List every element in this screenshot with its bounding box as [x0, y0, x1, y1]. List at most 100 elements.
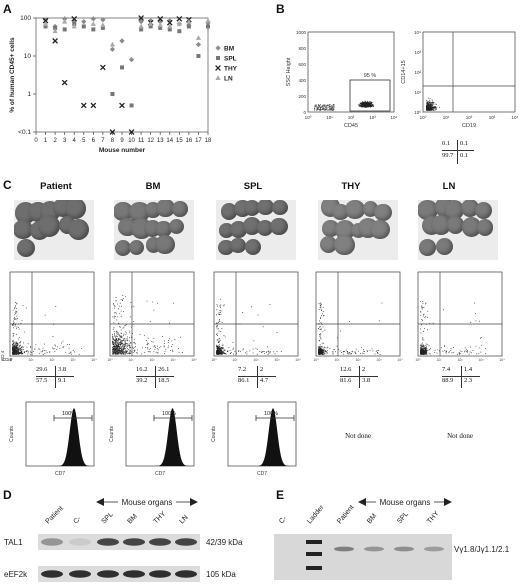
blot-band: [149, 570, 171, 578]
x-tick-label: 10⁴: [295, 358, 301, 362]
dotplot-patient: 10⁰ 10¹ 10² 10³ 10⁴ CD 4CD 8: [0, 271, 97, 362]
cell-nucleus: [374, 203, 392, 221]
point-spl: [129, 103, 134, 108]
q-ul: 12.6: [340, 366, 352, 373]
y-tick-label: 10¹: [414, 90, 421, 95]
panel-d-label: D: [3, 488, 12, 502]
q-ur: 2: [260, 366, 264, 373]
blot-band: [69, 538, 91, 546]
histogram-patient: 100% CD7 Counts: [9, 401, 95, 477]
blot-row-name: TAL1: [4, 538, 23, 547]
x-tick-label: 4: [73, 138, 77, 144]
point-thy: [80, 102, 87, 109]
x-tick-label: 10¹: [436, 358, 442, 362]
band-label: Vγ1.8/Jγ1.1/2.1: [454, 545, 510, 554]
legend-bm: BM: [224, 46, 234, 53]
cell-nucleus: [245, 239, 262, 256]
cell-nucleus: [257, 200, 274, 216]
x-tick-label: 10²: [49, 358, 55, 362]
point-thy: [42, 17, 49, 24]
quadrant-values-spl: 7.2 2 86.1 4.7: [238, 366, 278, 392]
plot-frame: [417, 271, 503, 357]
q-ul: 7.4: [442, 366, 451, 373]
x-axis-label: Mouse number: [99, 147, 146, 154]
x-tick-label: 10²: [457, 358, 463, 362]
x-tick-label: 10³: [376, 358, 382, 362]
x-tick-label: 10³: [170, 358, 176, 362]
x-tick-label: 16: [186, 138, 193, 144]
q-lr: 3.8: [362, 377, 371, 384]
point-thy: [52, 38, 58, 44]
x-tick-label: 18: [205, 138, 212, 144]
panel-b-right-plot: 10⁰ 10¹ 10² 10³ 10⁴ 10⁰ 10¹ 10² 10³ 10⁴ CD19 CD14+1…: [401, 30, 519, 129]
y-tick-label: 600: [298, 62, 306, 67]
q-ur: 3.8: [58, 366, 67, 373]
y-axis-label: Counts: [211, 426, 217, 442]
cell-nucleus: [155, 235, 175, 255]
plot-frame: [307, 31, 395, 113]
plot-frame: [315, 271, 401, 357]
sample-band: [364, 546, 384, 552]
lane-label: Patient: [44, 505, 64, 525]
point-bm: [138, 19, 144, 25]
x-tick-label: 10⁰: [211, 358, 217, 362]
point-bm: [109, 46, 116, 52]
cell-nucleus: [333, 234, 355, 256]
x-tick-label: 10¹: [28, 358, 34, 362]
gate-label: 100%: [62, 411, 76, 417]
point-spl: [206, 24, 210, 29]
plot-frame: [422, 31, 516, 113]
x-tick-label: 8: [111, 138, 115, 144]
dotplot-x-label: CD 8: [2, 357, 13, 362]
blot-band: [41, 538, 63, 546]
x-tick-label: 10⁰: [107, 358, 113, 362]
point-bm: [90, 16, 96, 22]
x-tick-label: 10⁰: [313, 358, 319, 362]
x-tick-label: 10²: [348, 115, 355, 120]
legend-ln: LN: [224, 76, 233, 83]
cell-nucleus: [114, 201, 133, 222]
point-ln: [215, 75, 221, 80]
point-spl: [110, 92, 115, 96]
blot-row-size: 105 kDa: [206, 570, 236, 579]
cell-nucleus: [230, 221, 247, 238]
x-tick-label: 10¹: [128, 358, 134, 362]
point-ln: [100, 22, 106, 28]
group-label: Mouse organs: [122, 498, 173, 507]
blot-row-name: eEF2k: [4, 570, 28, 579]
cytology-image-patient: [14, 200, 94, 260]
cell-nucleus: [319, 235, 338, 254]
cell-nucleus: [270, 217, 288, 236]
quad-divider-v: [457, 140, 458, 164]
cell-nucleus: [362, 201, 379, 217]
q-divider-v: [155, 366, 156, 388]
point-ln: [138, 23, 144, 29]
blot-band: [41, 570, 63, 578]
point-thy: [71, 15, 78, 22]
q-divider-v: [55, 366, 56, 388]
point-ln: [90, 21, 96, 26]
gate-label: 100%: [162, 411, 176, 417]
x-tick-label: 10²: [149, 358, 155, 362]
lane-label: C-: [72, 515, 83, 526]
blot-band: [69, 570, 91, 578]
dotplot-spl: 10⁰ 10¹ 10² 10³ 10⁴: [211, 271, 301, 362]
arrow-head-left: [358, 498, 366, 506]
y-tick-label: 10: [24, 53, 32, 60]
histogram-peak: [228, 408, 296, 466]
quadrant-values-patient: 29.6 3.8 57.5 9.1: [36, 366, 76, 392]
x-tick-label: 10⁰: [415, 358, 421, 362]
x-axis-label: CD7: [257, 471, 267, 477]
quad-divider-h: [442, 150, 474, 151]
col-header-spl: SPL: [243, 181, 263, 192]
x-tick-label: 10⁴: [91, 358, 97, 362]
point-ln: [52, 28, 58, 34]
cell-nucleus: [14, 219, 33, 240]
cell-nucleus: [431, 215, 452, 236]
histogram-bm: 100% CD7 Counts: [109, 401, 195, 477]
quad-ur: 0.1: [460, 140, 469, 147]
q-ll: 86.1: [238, 377, 250, 384]
point-bm: [119, 38, 125, 44]
panel-b-label: B: [276, 2, 285, 16]
